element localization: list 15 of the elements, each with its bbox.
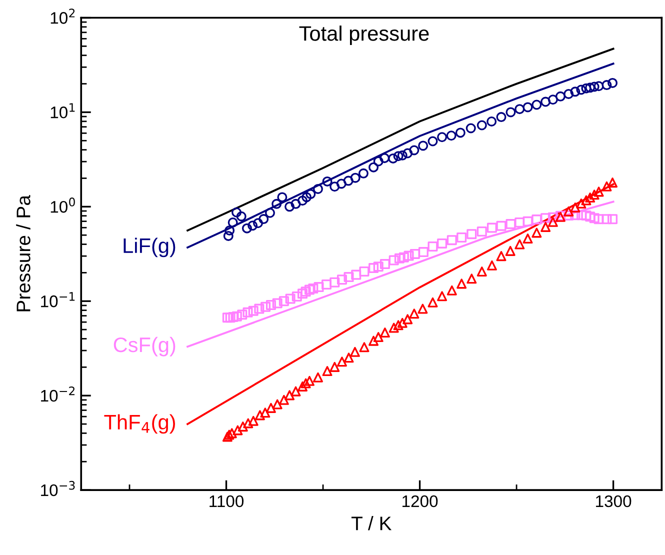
y-tick-label: 10$^{−2}$ xyxy=(41,386,74,402)
y-tick-label: 10$^{2}$ xyxy=(50,8,75,24)
y-tick-label: 10$^{−3}$ xyxy=(41,480,75,496)
series-label: CsF(g) xyxy=(114,336,176,356)
x-tick-label: 1200 xyxy=(402,495,438,508)
y-axis-title: Pressure / Pa xyxy=(16,195,30,312)
x-axis-title: T / K xyxy=(351,516,392,530)
series-label: LiF(g) xyxy=(124,238,176,258)
text: Total pressure xyxy=(299,26,429,45)
y-tick-label: 10$^{−1}$ xyxy=(41,292,75,308)
series-label: ThF$_{4}$(g) xyxy=(104,414,175,434)
x-tick-label: 1300 xyxy=(596,495,632,508)
x-tick-label: 1100 xyxy=(210,495,244,508)
y-tick-label: 10$^{1}$ xyxy=(50,103,75,118)
y-tick-label: 10$^{0}$ xyxy=(50,198,75,213)
